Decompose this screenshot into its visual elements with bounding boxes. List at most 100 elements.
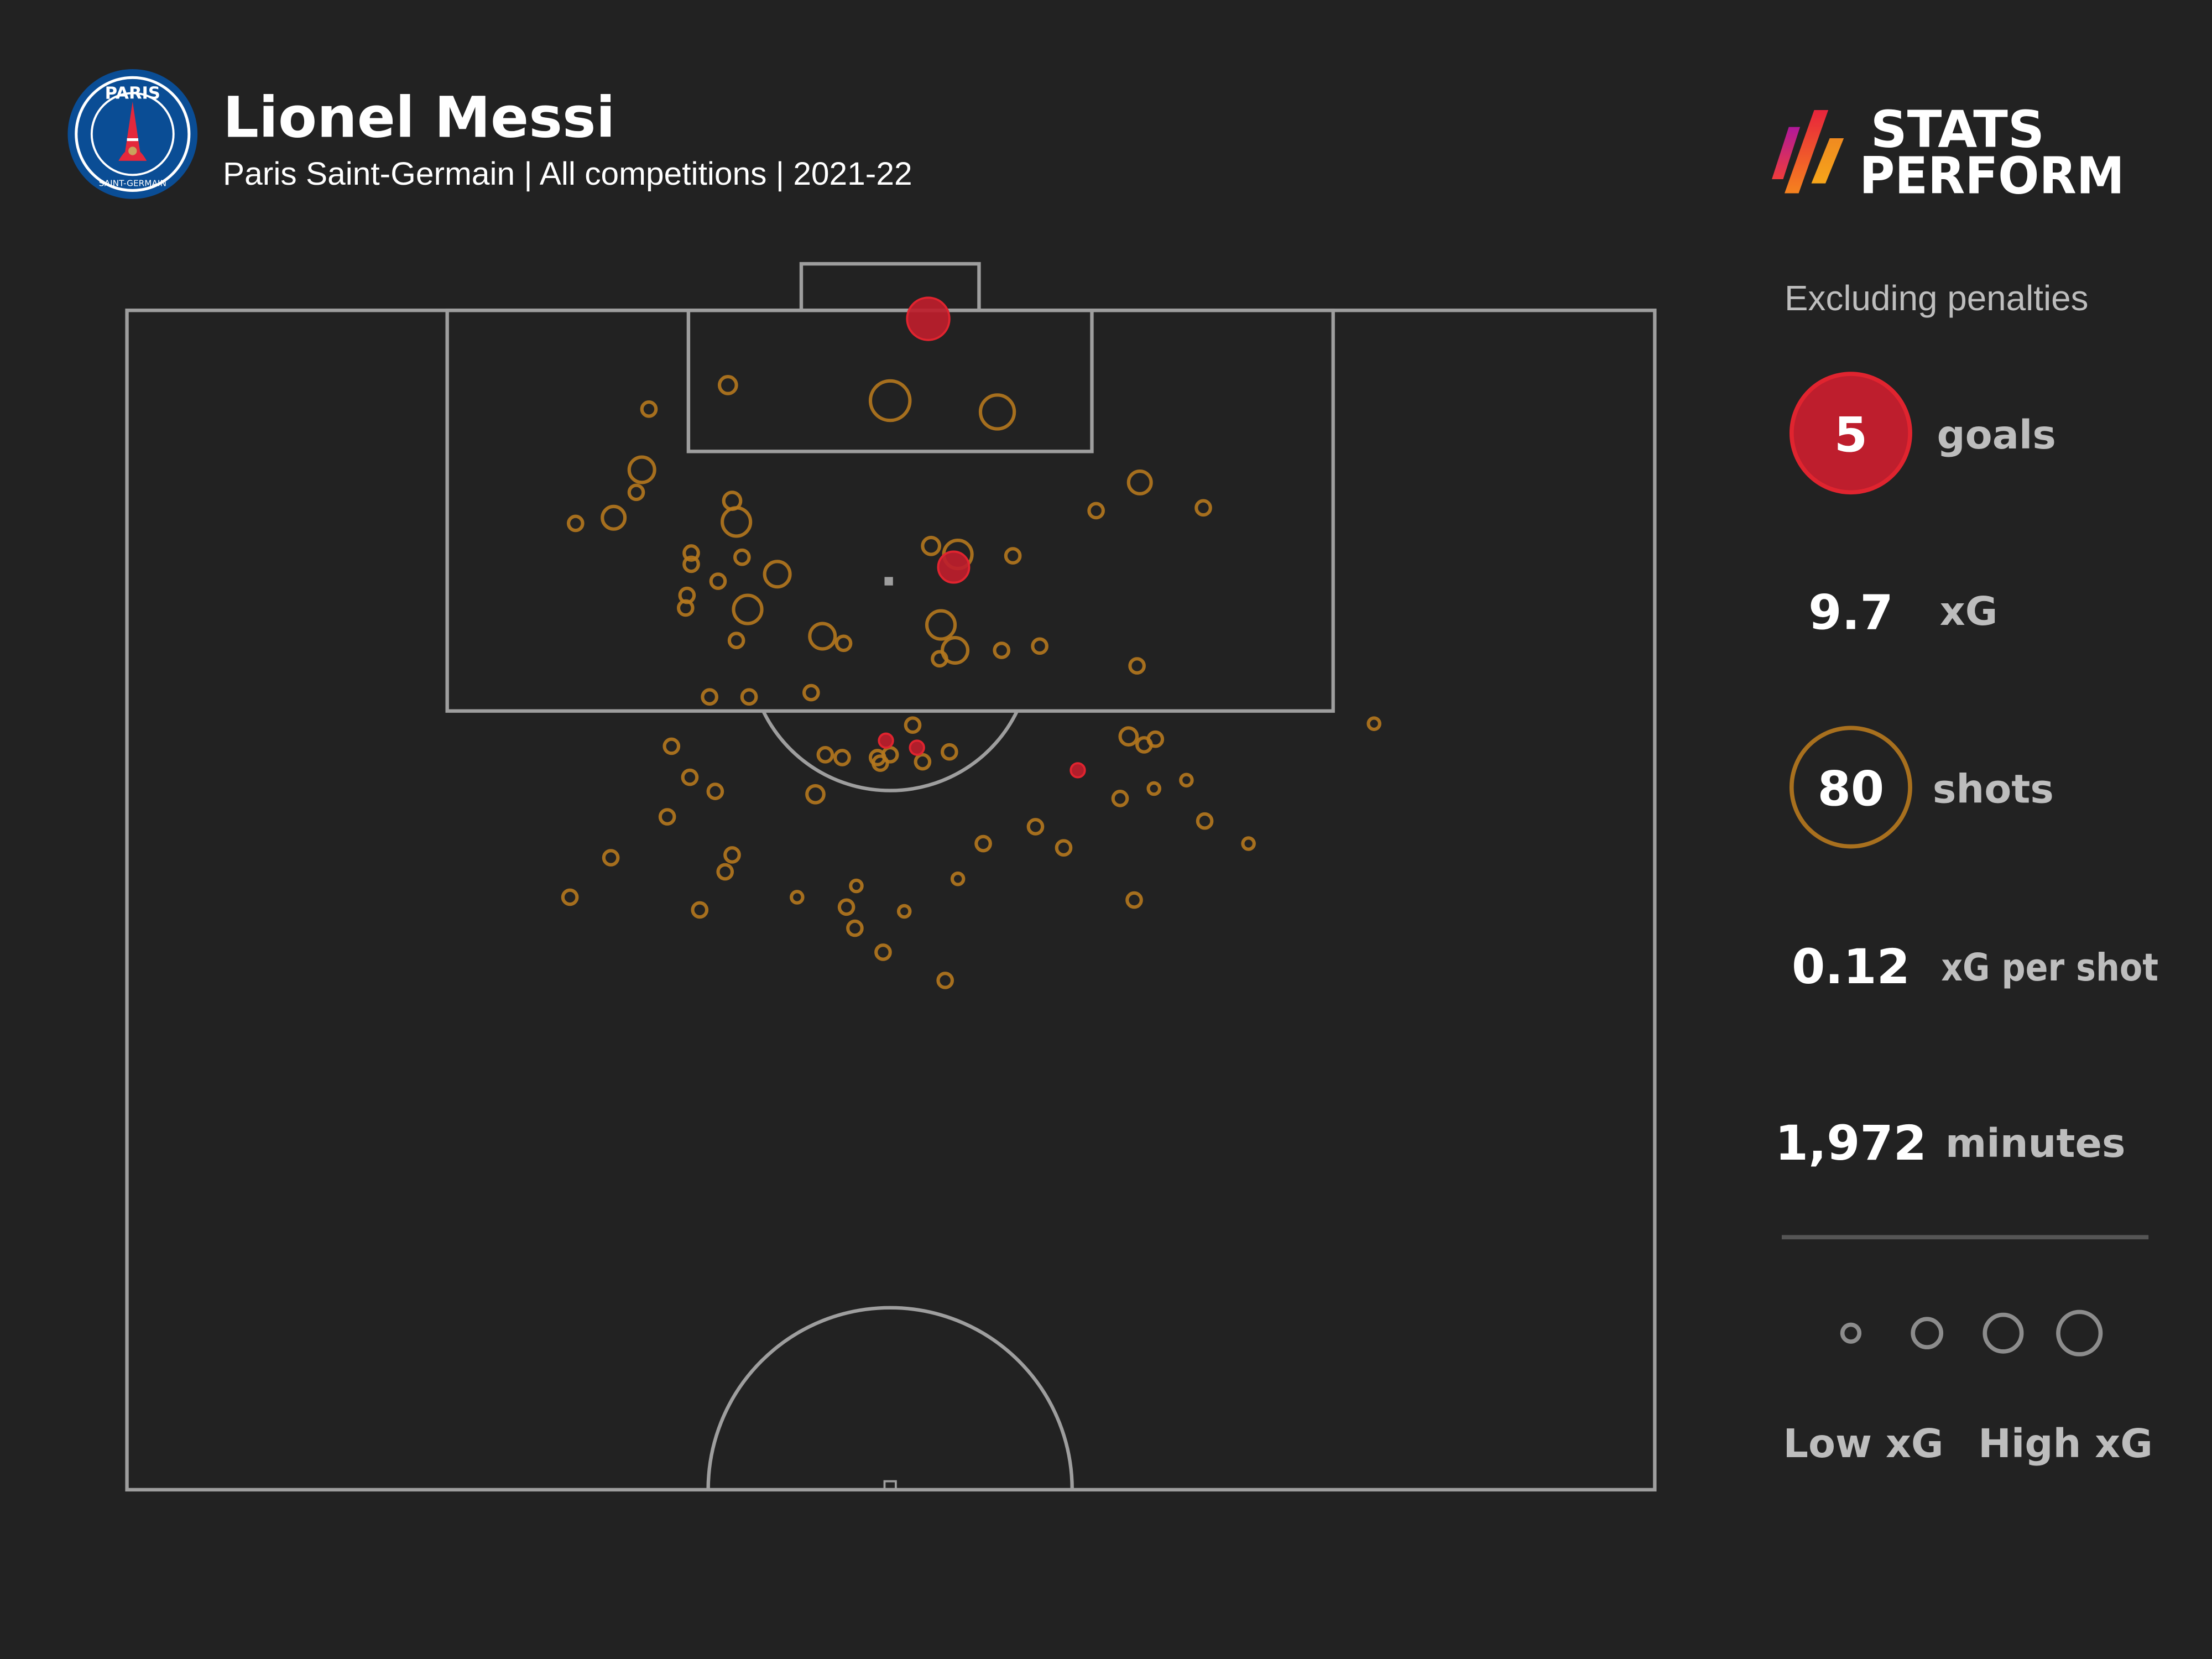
xg-per-shot-label: xG per shot — [1941, 946, 2158, 990]
shot-marker — [732, 593, 764, 625]
shot-marker — [602, 849, 620, 867]
shot-marker — [561, 888, 579, 906]
shot-marker — [904, 716, 922, 734]
minutes-value: 1,972 — [1775, 1115, 1927, 1171]
pitch — [125, 262, 1657, 1492]
shot-marker — [816, 745, 834, 764]
shot-marker — [941, 636, 970, 665]
shot-marker — [740, 688, 758, 706]
shot-marker — [1031, 637, 1048, 655]
badge-top-text: PARIS — [105, 84, 160, 103]
shot-marker — [601, 504, 627, 531]
centre-circle — [706, 1306, 1074, 1490]
shot-marker — [627, 483, 645, 502]
shot-marker — [837, 898, 855, 916]
psg-badge-icon: PARIS SAINT-GERMAIN — [67, 69, 198, 199]
shot-marker — [881, 745, 899, 764]
shots-layer — [561, 375, 1381, 989]
player-name: Lionel Messi — [223, 85, 615, 150]
shot-marker — [1111, 790, 1129, 807]
shot-marker — [1055, 839, 1073, 857]
shots-value: 80 — [1818, 761, 1885, 817]
shot-marker — [723, 846, 741, 864]
shot-marker — [733, 548, 751, 566]
goal-marker — [909, 739, 925, 756]
shot-marker — [872, 754, 889, 772]
shot-marker — [721, 506, 753, 538]
goals-badge — [1789, 372, 1912, 495]
goal-marker — [878, 732, 894, 749]
shot-marker — [717, 375, 738, 395]
shot-marker — [682, 544, 700, 562]
shot-marker — [950, 872, 966, 886]
shots-label: shots — [1933, 766, 2054, 812]
shot-marker — [993, 641, 1011, 659]
shot-marker — [1026, 818, 1045, 836]
shot-marker — [640, 400, 658, 418]
shot-marker — [1194, 499, 1212, 517]
shot-marker — [849, 878, 864, 894]
shot-marker — [567, 514, 585, 533]
shot-marker — [931, 650, 948, 668]
shot-marker — [941, 743, 958, 761]
shot-marker — [790, 890, 805, 905]
shot-marker — [1128, 657, 1146, 675]
shot-marker — [682, 555, 700, 573]
shot-marker — [627, 455, 656, 484]
shot-marker — [833, 749, 851, 766]
penalty-arc — [761, 710, 1019, 792]
xg-value: 9.7 — [1808, 585, 1893, 641]
goals-layer — [878, 296, 1086, 779]
shot-marker — [691, 901, 709, 919]
shots-badge — [1789, 726, 1912, 849]
shot-marker — [914, 753, 932, 771]
shot-marker — [1118, 726, 1139, 747]
shot-marker — [1146, 730, 1165, 748]
shot-marker — [701, 688, 718, 706]
legend-low-label: Low xG — [1783, 1421, 1943, 1467]
shot-marker — [716, 863, 734, 881]
shot-marker — [925, 609, 957, 641]
shot-marker — [1126, 469, 1153, 495]
subtitle: Paris Saint-Germain | All competitions |… — [223, 156, 912, 192]
shot-marker — [676, 599, 695, 617]
goal-marker — [937, 550, 971, 584]
xg-per-shot-value: 0.12 — [1792, 939, 1910, 995]
shot-marker — [1004, 547, 1022, 565]
shot-marker — [978, 393, 1016, 431]
excluding-penalties-note: Excluding penalties — [1785, 278, 2088, 318]
legend-high-label: High xG — [1978, 1421, 2153, 1467]
logo-text-line2: PERFORM — [1859, 146, 2125, 205]
shot-marker — [874, 943, 892, 961]
shot-marker — [709, 572, 727, 590]
shot-marker — [846, 919, 864, 937]
shot-marker — [1146, 781, 1161, 796]
xg-label: xG — [1940, 588, 1998, 634]
xg-size-legend — [1840, 1310, 2103, 1357]
shot-marker — [868, 379, 912, 422]
shot-marker — [974, 834, 992, 853]
shot-marker — [834, 634, 853, 653]
goal-marker — [906, 296, 951, 341]
centre-spot — [883, 1480, 897, 1491]
legend-marker-xs-icon — [1840, 1322, 1862, 1344]
shot-marker — [1366, 716, 1381, 731]
shot-marker — [681, 768, 699, 786]
shot-marker — [1087, 502, 1105, 520]
shot-marker — [808, 622, 837, 651]
logo-stripe-1-icon — [1772, 127, 1801, 179]
shot-marker — [1179, 773, 1194, 787]
goals-label: goals — [1937, 412, 2056, 458]
shot-marker — [1125, 891, 1143, 909]
shot-marker — [921, 535, 942, 556]
legend-marker-s-icon — [1911, 1317, 1944, 1350]
legend-marker-l-icon — [2056, 1310, 2103, 1357]
logo-stripe-2-icon — [1785, 109, 1829, 194]
shot-marker — [727, 632, 745, 649]
minutes-label: minutes — [1945, 1120, 2126, 1166]
stats-perform-logo: STATS PERFORM — [1772, 100, 2125, 205]
legend-marker-m-icon — [1983, 1312, 2024, 1354]
goal-marker — [1070, 762, 1086, 779]
